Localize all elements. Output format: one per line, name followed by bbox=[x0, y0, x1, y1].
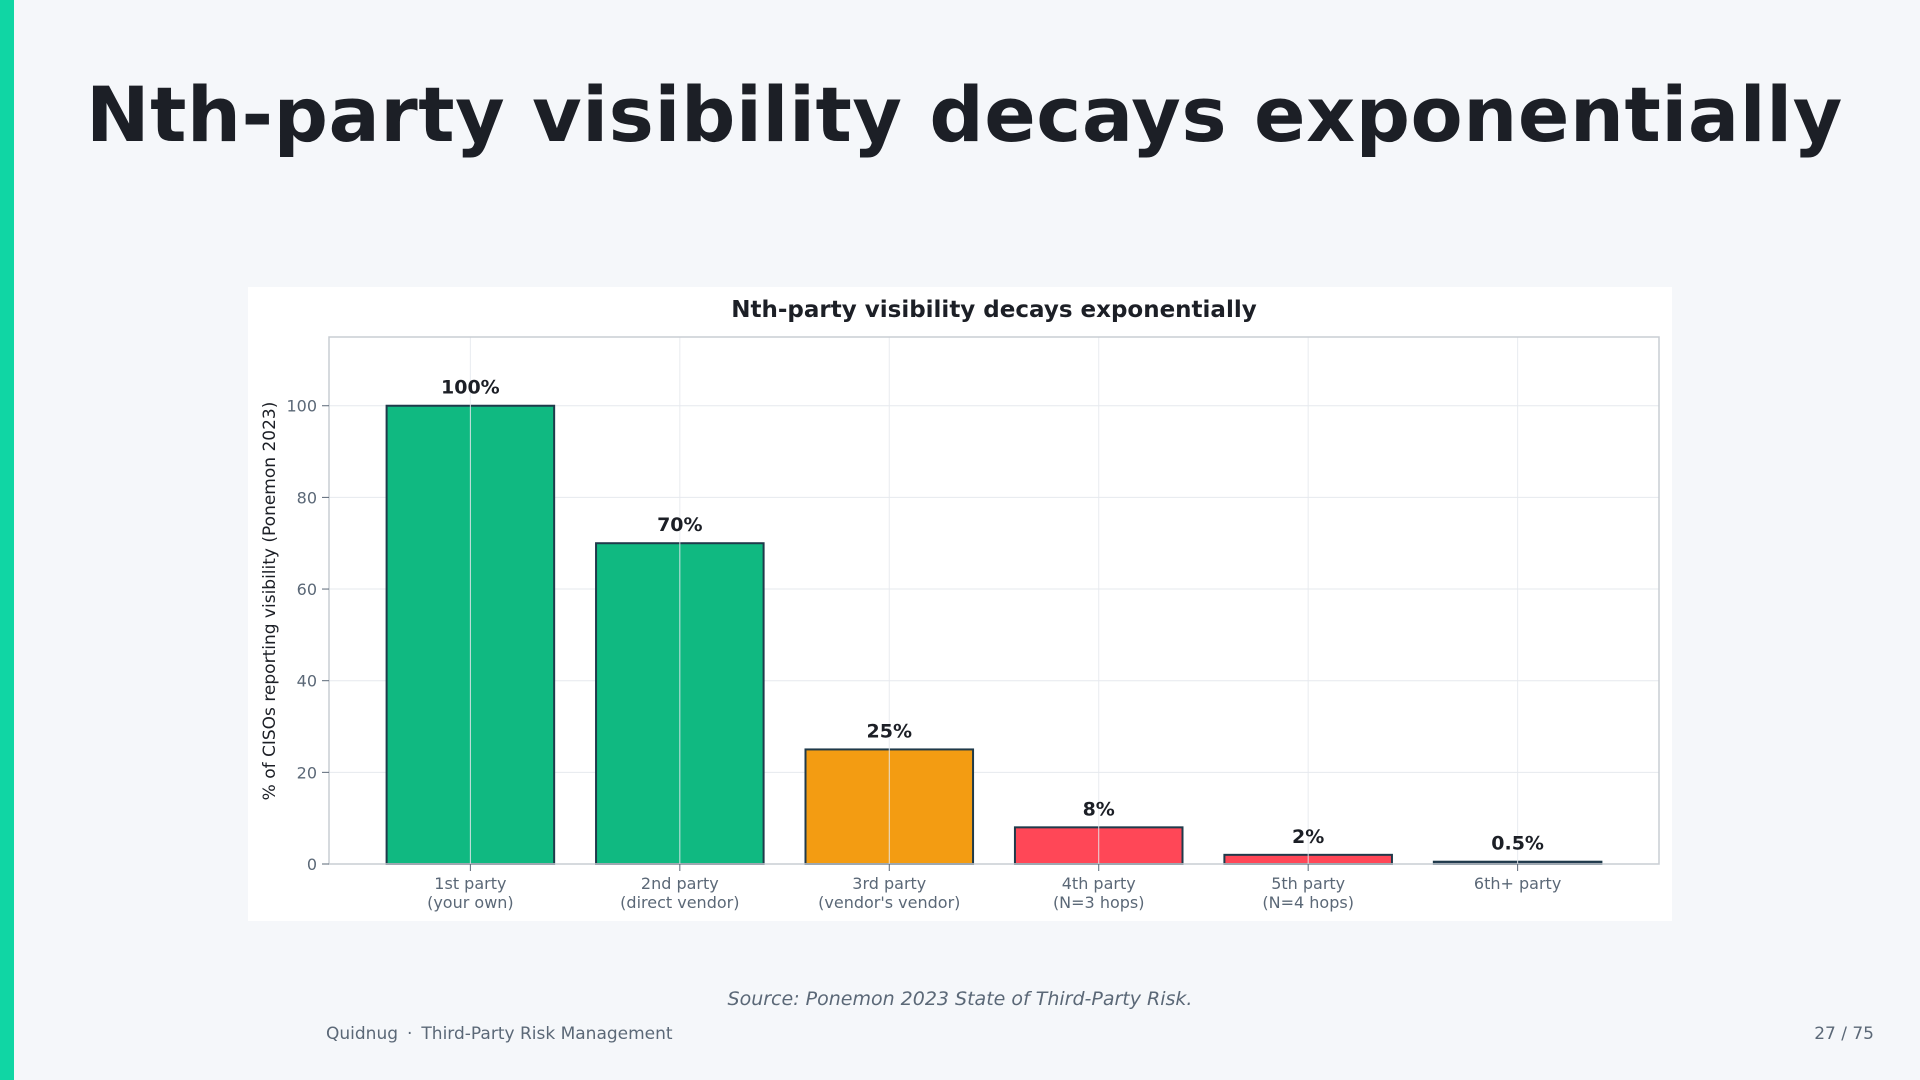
data-label: 8% bbox=[1083, 798, 1115, 820]
footer-separator: · bbox=[407, 1024, 413, 1044]
x-tick-label: 6th+ party bbox=[1474, 874, 1561, 893]
data-label: 25% bbox=[867, 720, 912, 742]
x-tick-label-line: (N=4 hops) bbox=[1262, 893, 1354, 912]
data-label: 2% bbox=[1292, 826, 1324, 848]
chart-card: 0 20 40 60 80 100 1st party (your own) 2nd part… bbox=[248, 287, 1672, 921]
chart-title: Nth-party visibility decays exponentiall… bbox=[731, 297, 1256, 323]
data-label: 0.5% bbox=[1491, 833, 1544, 855]
x-tick-label-line: 3rd party bbox=[852, 874, 926, 893]
x-tick-label-line: (N=3 hops) bbox=[1053, 893, 1145, 912]
x-tick-label-line: (your own) bbox=[427, 893, 514, 912]
x-tick-label-line: 1st party bbox=[434, 874, 506, 893]
x-tick-label-line: 4th party bbox=[1062, 874, 1136, 893]
y-tick-label: 0 bbox=[307, 855, 317, 874]
y-tick-label: 80 bbox=[297, 488, 317, 507]
x-tick-label: 2nd party (direct vendor) bbox=[620, 874, 739, 912]
y-axis-label: % of CISOs reporting visibility (Ponemon… bbox=[260, 402, 280, 801]
footer-deck-title: Third-Party Risk Management bbox=[421, 1024, 673, 1044]
x-tick-label-line: 5th party bbox=[1271, 874, 1345, 893]
x-tick-label: 3rd party (vendor's vendor) bbox=[818, 874, 960, 912]
x-tick-label-line: 2nd party bbox=[641, 874, 719, 893]
x-tick-label-line: (vendor's vendor) bbox=[818, 893, 960, 912]
x-tick-label: 4th party (N=3 hops) bbox=[1053, 874, 1145, 912]
data-labels: 100% 70% 25% 8% 2% 0.5% bbox=[441, 377, 1544, 855]
bar-chart: 0 20 40 60 80 100 1st party (your own) 2nd part… bbox=[260, 297, 1660, 912]
source-note: Source: Ponemon 2023 State of Third-Part… bbox=[727, 988, 1193, 1010]
data-label: 100% bbox=[441, 377, 500, 399]
footer: Quidnug · Third-Party Risk Management bbox=[326, 1024, 673, 1044]
y-axis-ticks: 0 20 40 60 80 100 bbox=[286, 397, 329, 874]
plot-frame bbox=[328, 336, 1660, 865]
vertical-grid bbox=[469, 337, 1519, 864]
page-number: 27 / 75 bbox=[1814, 1024, 1874, 1044]
x-tick-label: 5th party (N=4 hops) bbox=[1262, 874, 1354, 912]
footer-brand: Quidnug bbox=[326, 1024, 399, 1044]
data-label: 70% bbox=[657, 514, 702, 536]
y-tick-label: 60 bbox=[297, 580, 317, 599]
accent-bar bbox=[0, 0, 14, 1080]
x-axis-ticks: 1st party (your own) 2nd party (direct vend… bbox=[427, 864, 1561, 912]
x-tick-label-line: (direct vendor) bbox=[620, 893, 739, 912]
slide-title: Nth-party visibility decays exponentiall… bbox=[86, 70, 1843, 159]
x-tick-label-line: 6th+ party bbox=[1474, 874, 1561, 893]
y-tick-label: 20 bbox=[297, 763, 317, 782]
y-tick-label: 100 bbox=[286, 397, 317, 416]
x-tick-label: 1st party (your own) bbox=[427, 874, 514, 912]
y-tick-label: 40 bbox=[297, 672, 317, 691]
